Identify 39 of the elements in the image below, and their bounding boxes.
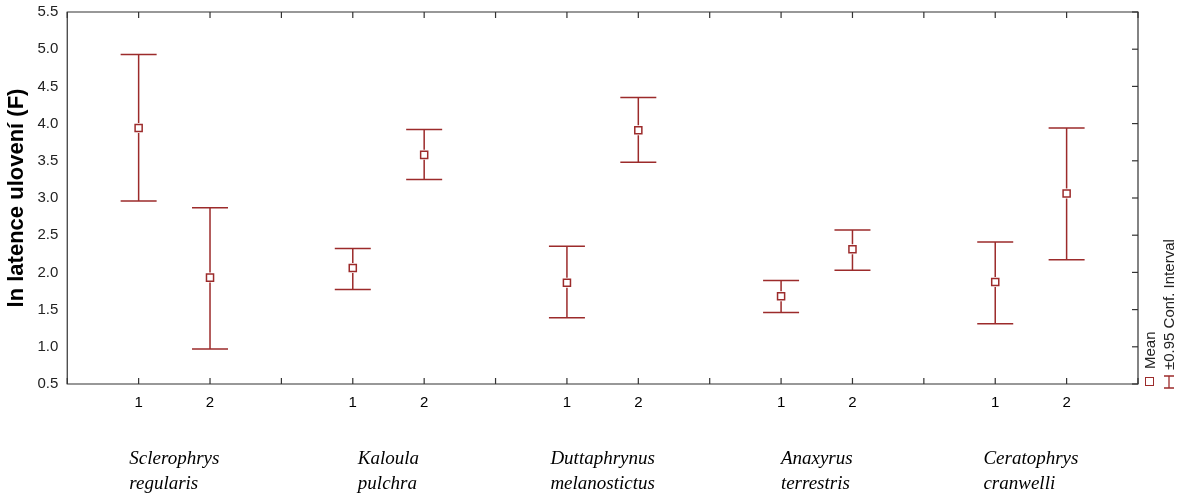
x-tick-label: 2 [420, 393, 429, 411]
y-tick-label: 5.5 [37, 2, 59, 20]
x-tick-label: 2 [634, 393, 643, 411]
y-axis-title: ln latence ulovení (F) [3, 88, 29, 308]
point [776, 291, 786, 301]
point [348, 263, 358, 273]
x-tick-label: 2 [1062, 393, 1071, 411]
text: Mean [1140, 331, 1159, 369]
y-tick-label: 5.0 [37, 39, 59, 57]
y-tick-label: 1.0 [37, 336, 59, 354]
point [419, 150, 429, 160]
point [205, 273, 215, 282]
text: Duttaphrynus melanostictus [549, 447, 655, 493]
y-tick-label: 2.0 [37, 262, 59, 280]
text: Ceratophrys cranwelli [983, 447, 1079, 493]
x-tick-label: 1 [776, 393, 786, 411]
point [1062, 189, 1071, 198]
x-tick-label: 2 [848, 393, 857, 411]
text: Sclerophrys regularis [129, 447, 220, 493]
text: Kaloula pulchra [355, 447, 420, 493]
y-tick-label: 0.5 [37, 374, 59, 392]
y-tick-label: 3.5 [37, 150, 59, 168]
y-tick-label: 1.5 [37, 299, 59, 317]
x-tick-label: 1 [348, 393, 357, 411]
point [562, 278, 572, 288]
y-tick-label: 2.5 [37, 225, 59, 243]
x-tick-label: 1 [991, 393, 1000, 411]
point [634, 126, 643, 135]
text: ±0.95 Conf. Interval [1159, 239, 1178, 370]
x-tick-label: 1 [134, 393, 143, 411]
text: Anaxyrus terrestris [778, 447, 853, 493]
y-tick-label: 4.5 [37, 76, 59, 94]
x-tick-label: 2 [205, 393, 215, 411]
point [990, 277, 1000, 287]
point [134, 123, 143, 133]
y-tick-label: 3.0 [37, 188, 59, 206]
y-tick-label: 4.0 [37, 113, 59, 131]
x-tick-label: 1 [562, 393, 572, 411]
point [848, 245, 857, 254]
